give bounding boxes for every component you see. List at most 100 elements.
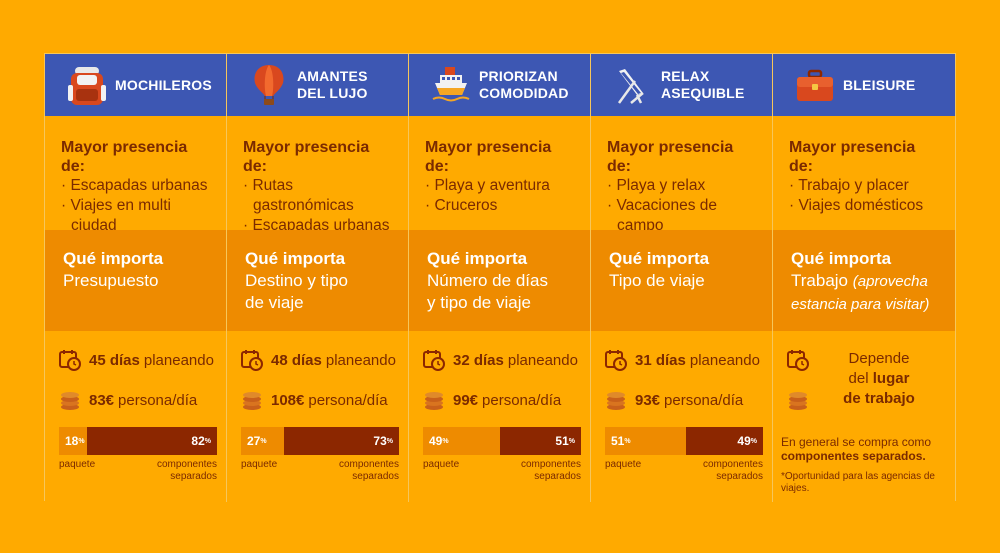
stats-cell-bleisure: Depende del lugar de trabajo En general … <box>773 331 955 502</box>
note-line-1: En general se compra como <box>781 435 932 449</box>
componentes-label: componentes separados <box>338 459 399 482</box>
hot-air-balloon-icon <box>254 65 284 105</box>
days-row: 48 días planeando <box>241 349 400 371</box>
days-suffix: planeando <box>143 351 214 369</box>
briefcase-icon <box>797 69 833 101</box>
importa-cell: Qué importa Número de días y tipo de via… <box>409 230 591 331</box>
bar-labels: paquete componentes separados <box>605 459 763 483</box>
coins-icon <box>61 392 79 410</box>
paquete-label: paquete <box>241 459 278 470</box>
days-row: 32 días planeando <box>423 349 582 371</box>
importa-cell: Qué importa Tipo de viaje <box>591 230 773 331</box>
split-bar: 27% 73% <box>241 427 399 455</box>
column-title: AMANTES DEL LUJO <box>297 68 368 101</box>
bar-labels: paquete componentes separados <box>59 459 217 483</box>
header-relax-asequible: RELAX ASEQUIBLE <box>591 54 773 116</box>
paquete-label: paquete <box>605 459 642 470</box>
days-row: 31 días planeando <box>605 349 764 371</box>
cost-row <box>787 389 947 411</box>
note-line-2: componentes separados. <box>781 449 926 463</box>
presence-item: · Playa y aventura <box>425 177 550 194</box>
days-suffix: planeando <box>507 351 578 369</box>
coins-icon <box>243 392 261 410</box>
header-bleisure: BLEISURE <box>773 54 955 116</box>
presence-cell: Mayor presencia de: · Escapadas urbanas … <box>45 116 227 230</box>
paquete-segment: 49% <box>423 427 500 455</box>
presence-label: Mayor presencia de: <box>789 139 916 175</box>
presence-label: Mayor presencia de: <box>61 139 188 175</box>
paquete-segment: 27% <box>241 427 284 455</box>
presence-cell: Mayor presencia de: · Playa y relax · Va… <box>591 116 773 230</box>
presence-item: · Escapadas urbanas <box>61 177 208 194</box>
presence-item: · Viajes domésticos <box>789 197 924 214</box>
header-priorizan-comodidad: PRIORIZAN COMODIDAD <box>409 54 591 116</box>
componentes-segment: 49% <box>686 427 763 455</box>
calendar-clock-icon <box>241 350 263 371</box>
paquete-segment: 18% <box>59 427 87 455</box>
presence-item: · Viajes en multi ciudad <box>61 197 171 230</box>
calendar-clock-icon <box>59 350 81 371</box>
coins-icon <box>607 392 625 410</box>
componentes-label: componentes separados <box>156 459 217 482</box>
stats-cell: 31 días planeando 93€ persona/día 51% 49… <box>591 331 773 502</box>
paquete-label: paquete <box>423 459 460 470</box>
stats-cell: 48 días planeando 108€ persona/día 27% 7… <box>227 331 409 502</box>
cost-row: 93€ persona/día <box>605 389 764 411</box>
importa-value: Destino y tipo de viaje <box>245 271 348 312</box>
paquete-label: paquete <box>59 459 96 470</box>
calendar-clock-icon <box>423 350 445 371</box>
componentes-segment: 51% <box>500 427 581 455</box>
purchase-note: En general se compra como componentes se… <box>781 435 953 463</box>
importa-cell: Qué importa Destino y tipo de viaje <box>227 230 409 331</box>
bar-labels: paquete componentes separados <box>423 459 581 483</box>
importa-cell: Qué importa Trabajo (aprovecha estancia … <box>773 230 955 331</box>
days-row: 45 días planeando <box>59 349 218 371</box>
cost-suffix: persona/día <box>118 391 198 409</box>
stats-cell: 32 días planeando 99€ persona/día 49% 51… <box>409 331 591 502</box>
days-value: 48 días <box>271 351 322 369</box>
split-bar: 51% 49% <box>605 427 763 455</box>
cost-suffix: persona/día <box>664 391 744 409</box>
days-value: 32 días <box>453 351 504 369</box>
importa-label: Qué importa <box>63 249 164 268</box>
importa-value: Número de días y tipo de viaje <box>427 271 548 312</box>
presence-item: · Vacaciones de campo <box>607 197 717 230</box>
componentes-segment: 82% <box>87 427 217 455</box>
split-bar: 49% 51% <box>423 427 581 455</box>
importa-label: Qué importa <box>427 249 528 268</box>
presence-item: · Playa y relax <box>607 177 706 194</box>
cost-suffix: persona/día <box>308 391 388 409</box>
depends-work: de trabajo <box>843 390 915 407</box>
backpack-icon <box>68 67 106 105</box>
depends-line-3: de trabajo <box>829 389 929 409</box>
column-title: BLEISURE <box>843 76 916 93</box>
cost-value: 83€ <box>89 391 115 409</box>
importa-label: Qué importa <box>245 249 346 268</box>
presence-item: · Rutas gastronómicas <box>243 177 354 214</box>
importa-value: Presupuesto <box>63 271 159 290</box>
depends-word: del <box>848 370 869 387</box>
cost-row: 99€ persona/día <box>423 389 582 411</box>
days-row <box>787 349 947 371</box>
comp-pct: 82 <box>191 434 205 448</box>
column-title: RELAX ASEQUIBLE <box>661 68 745 101</box>
paquete-pct: 49 <box>429 434 443 448</box>
presence-item: · Cruceros <box>425 197 498 214</box>
paquete-pct: 18 <box>65 434 79 448</box>
cost-value: 93€ <box>635 391 661 409</box>
coins-icon <box>789 392 807 410</box>
componentes-label: componentes separados <box>702 459 763 482</box>
coins-icon <box>425 392 443 410</box>
importa-value-text: Trabajo <box>791 271 849 290</box>
bar-labels: paquete componentes separados <box>241 459 399 483</box>
importa-cell: Qué importa Presupuesto <box>45 230 227 331</box>
depends-text: Depende del lugar de trabajo <box>829 349 929 409</box>
segments-table: MOCHILEROS AMANTES DEL LUJO PRIORIZAN CO… <box>44 53 956 502</box>
componentes-label: componentes separados <box>520 459 581 482</box>
presence-label: Mayor presencia de: <box>425 139 552 175</box>
calendar-clock-icon <box>605 350 627 371</box>
paquete-pct: 27 <box>247 434 261 448</box>
presence-cell: Mayor presencia de: · Rutas gastronómica… <box>227 116 409 230</box>
comp-pct: 51 <box>555 434 569 448</box>
importa-label: Qué importa <box>609 249 710 268</box>
